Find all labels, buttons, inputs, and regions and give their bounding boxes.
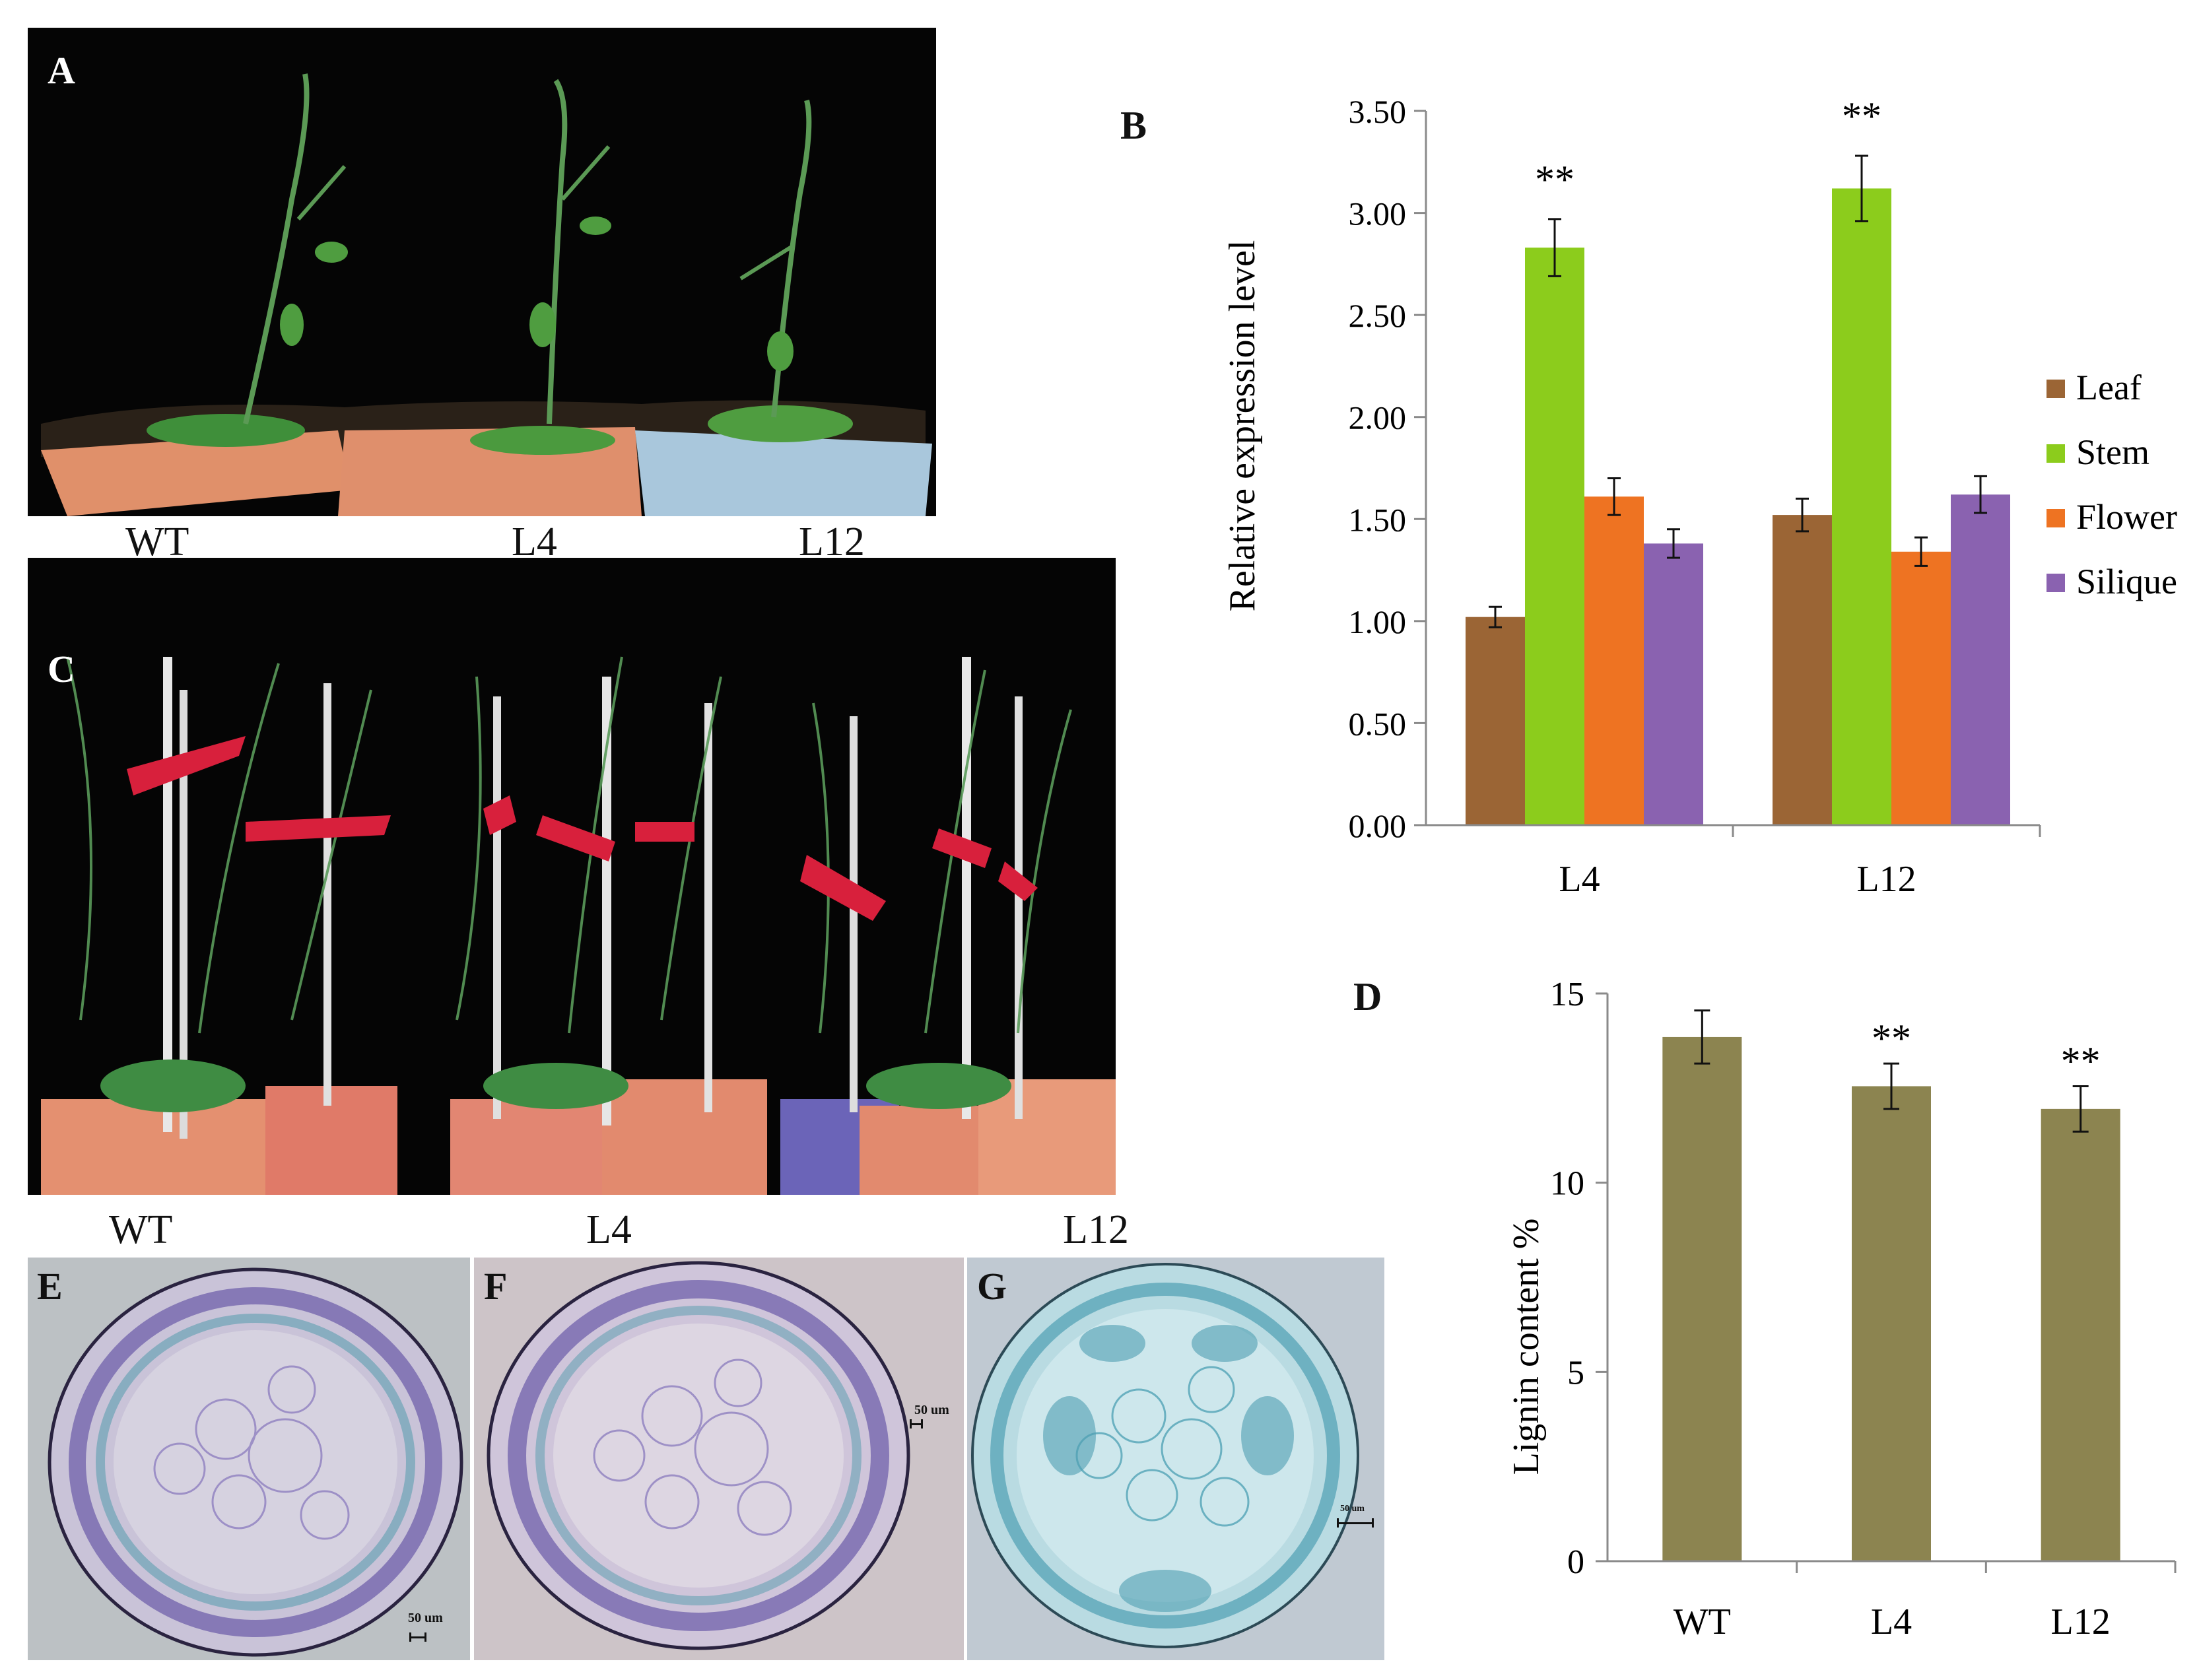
label-c-l12: L12 [1063, 1207, 1129, 1252]
chart-b-legend-label-stem: Stem [2076, 432, 2149, 472]
pot-wt [41, 430, 351, 516]
micrograph-panel-g [967, 1258, 1384, 1660]
chart-b-legend-swatch-leaf [2047, 380, 2065, 398]
scale-bar-g [1337, 1518, 1374, 1528]
mature-plants-illustration [41, 656, 1116, 1195]
chart-d-significance: ** [1872, 1017, 1911, 1060]
chart-d-ytick-label: 10 [1550, 1165, 1584, 1203]
micrograph-panel-e [28, 1258, 470, 1660]
label-a-wt: WT [125, 520, 189, 564]
chart-b-ytick-label: 2.50 [1349, 297, 1407, 334]
chart-b-ytick-label: 0.50 [1349, 705, 1407, 742]
label-c-l4: L4 [586, 1207, 632, 1252]
panel-letter-f: F [484, 1265, 508, 1308]
chart-b-bar-stem-l4 [1525, 248, 1584, 825]
scale-label-f: 50 um [914, 1403, 949, 1417]
chart-d-xtick-label: L4 [1871, 1601, 1912, 1642]
chart-d-xtick-label: WT [1674, 1601, 1731, 1642]
chart-b-xtick-label: L4 [1559, 859, 1600, 900]
chart-b-xtick-label: L12 [1856, 859, 1916, 900]
label-a-l4: L4 [512, 520, 557, 564]
chart-b-ytick-label: 3.50 [1349, 93, 1407, 130]
chart-b-legend-label-silique: Silique [2076, 562, 2177, 601]
chart-b-legend-label-flower: Flower [2076, 497, 2177, 537]
chart-d-bar-wt [1662, 1036, 1742, 1561]
panel-letter-a: A [48, 49, 75, 92]
scale-bar-f [910, 1419, 923, 1428]
scale-label-g: 50 um [1340, 1504, 1365, 1514]
young-plants-illustration [41, 73, 932, 516]
chart-b-significance: ** [1842, 94, 1881, 138]
chart-b-bar-flower-l4 [1584, 496, 1644, 825]
photo-panel-c [28, 558, 1116, 1195]
chart-d-ylabel: Lignin content % [1506, 1219, 1547, 1475]
chart-b-ytick-label: 3.00 [1349, 195, 1407, 232]
chart-b-bar-stem-l12 [1832, 188, 1891, 825]
cross-section-e [48, 1267, 463, 1657]
chart-b-significance: ** [1535, 158, 1574, 201]
scale-label-e: 50 um [408, 1611, 443, 1625]
chart-b-ytick-label: 1.00 [1349, 603, 1407, 640]
cross-section-f [487, 1261, 910, 1650]
chart-b-legend-swatch-flower [2047, 509, 2065, 527]
chart-b-ylabel: Relative expression level [1222, 240, 1263, 612]
chart-d-xtick-label: L12 [2051, 1601, 2111, 1642]
pot-l12 [635, 430, 932, 516]
panel-letter-c: C [48, 648, 75, 690]
photo-panel-a [28, 28, 936, 516]
chart-d-ytick-label: 5 [1567, 1354, 1584, 1392]
cross-section-g [971, 1263, 1359, 1648]
label-a-l12: L12 [799, 520, 865, 564]
chart-d-bar-l12 [2041, 1108, 2120, 1561]
chart-b-bar-leaf-l12 [1773, 515, 1832, 825]
panel-letter-d: D [1353, 975, 1382, 1019]
chart-b-bar-flower-l12 [1891, 551, 1951, 825]
chart-b-bar-silique-l12 [1951, 494, 2010, 825]
chart-b-bar-leaf-l4 [1466, 617, 1525, 825]
chart-b-ytick-label: 1.50 [1349, 501, 1407, 538]
chart-b-bar-silique-l4 [1644, 543, 1703, 825]
chart-b-ytick-label: 0.00 [1349, 807, 1407, 844]
chart-relative-expression: Relative expression level 0.00 0.50 1.00 1.… [1222, 93, 2177, 900]
chart-b-ytick-label: 2.00 [1349, 399, 1407, 436]
panel-letter-e: E [37, 1265, 63, 1308]
micrograph-panel-f [474, 1258, 964, 1660]
chart-d-bar-l4 [1852, 1086, 1931, 1561]
scale-bar-e [409, 1632, 426, 1642]
chart-b-legend-label-leaf: Leaf [2076, 368, 2142, 407]
chart-b-legend-swatch-stem [2047, 444, 2065, 463]
chart-lignin-content: Lignin content % 0 5 10 15 ** ** WT L4 L12 [1506, 976, 2177, 1642]
chart-d-significance: ** [2061, 1039, 2101, 1083]
panel-letter-g: G [977, 1265, 1007, 1308]
chart-d-ytick-label: 0 [1567, 1543, 1584, 1581]
panel-letter-b: B [1120, 104, 1147, 147]
chart-d-ytick-label: 15 [1550, 976, 1584, 1013]
chart-b-legend-swatch-silique [2047, 574, 2065, 592]
label-c-wt: WT [109, 1207, 173, 1252]
